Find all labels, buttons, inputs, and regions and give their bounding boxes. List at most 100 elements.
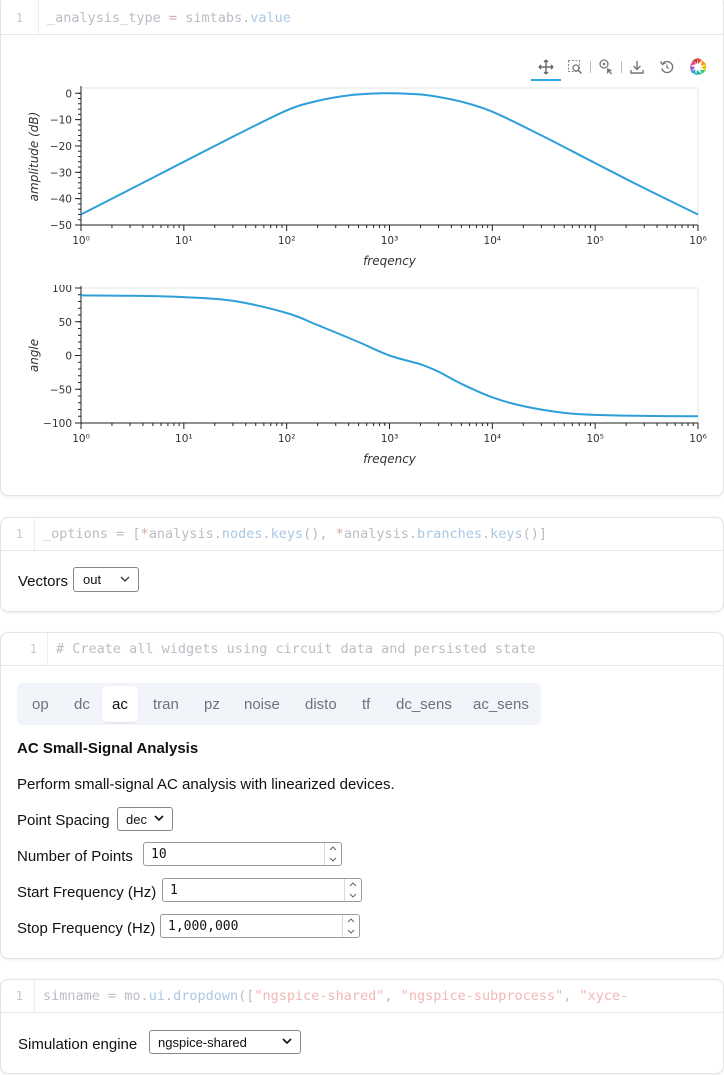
x-tick-label: 10² (278, 235, 296, 247)
code-comment: # Create all widgets using circuit data … (56, 641, 536, 657)
tab-dc[interactable]: dc (74, 695, 90, 713)
vectors-label: Vectors (18, 573, 69, 590)
plot-cell: 1 _analysis_type = simtabs.value (0, 0, 724, 496)
box-zoom-button[interactable] (562, 56, 588, 78)
y-tick-label: −30 (50, 167, 72, 179)
amplitude-chart[interactable]: 10⁰ 10¹ 10² 10³ 10⁴ 10⁵ 10⁶ 0 −10 −20 −30 −40 −50 fre… (1, 85, 724, 285)
y-tick-label: 0 (65, 351, 72, 363)
pan-tool-button[interactable] (533, 56, 559, 78)
point-spacing-label: Point Spacing (17, 812, 110, 829)
simulation-engine-select[interactable]: ngspice-shared (149, 1030, 301, 1054)
start-frequency-stepper[interactable] (344, 879, 361, 901)
x-axis-label: freqency (363, 254, 417, 268)
y-tick-label: −50 (50, 384, 72, 396)
tab-pz[interactable]: pz (204, 695, 220, 713)
line-number: 1 (29, 642, 37, 656)
x-tick-label: 10³ (381, 433, 399, 445)
code-text: _analysis_type = simtabs.value (47, 10, 291, 26)
x-tick-label: 10⁴ (484, 433, 502, 445)
chevron-up-icon[interactable] (343, 915, 359, 926)
y-tick-label: −20 (50, 141, 72, 153)
num-points-stepper[interactable] (324, 843, 341, 865)
code-editor[interactable]: 1 simname = mo.ui.dropdown(["ngspice-sha… (1, 980, 723, 1013)
active-tool-indicator (531, 79, 561, 81)
line-number: 1 (15, 527, 23, 541)
chevron-up-icon[interactable] (345, 879, 361, 890)
stop-frequency-stepper[interactable] (342, 915, 359, 937)
chevron-down-icon[interactable] (325, 854, 341, 865)
simulation-engine-label: Simulation engine (18, 1036, 138, 1053)
angle-chart[interactable]: 10⁰ 10¹ 10² 10³ 10⁴ 10⁵ 10⁶ 100 50 0 −50 −100 freqen… (1, 285, 724, 480)
x-tick-label: 10³ (381, 235, 399, 247)
x-tick-label: 10⁵ (586, 433, 604, 445)
x-axis-label: freqency (363, 452, 417, 466)
chevron-down-icon (282, 1038, 292, 1045)
chevron-down-icon[interactable] (345, 890, 361, 901)
analysis-cell: 1 # Create all widgets using circuit dat… (0, 632, 724, 959)
y-axis-label: angle (27, 339, 41, 372)
tab-ac-sens[interactable]: ac_sens (473, 695, 529, 713)
code-editor[interactable]: 1 # Create all widgets using circuit dat… (1, 633, 723, 666)
bokeh-logo-icon (689, 58, 707, 76)
tab-noise[interactable]: noise (244, 695, 280, 713)
tab-dc-sens[interactable]: dc_sens (396, 695, 452, 713)
y-tick-label: −100 (43, 418, 72, 430)
y-axis-label: amplitude (dB) (27, 112, 41, 202)
analysis-heading: AC Small-Signal Analysis (17, 740, 199, 757)
chevron-down-icon (154, 815, 164, 822)
analysis-tabs: op dc ac tran pz noise disto tf dc_sens … (17, 683, 541, 725)
y-tick-label: 100 (52, 285, 72, 295)
start-frequency-input[interactable]: 1 (162, 878, 362, 902)
y-tick-label: 50 (59, 317, 72, 329)
code-editor[interactable]: 1 _analysis_type = simtabs.value (1, 0, 723, 35)
bokeh-logo[interactable] (685, 56, 711, 78)
save-icon (630, 61, 644, 74)
hover-tool-button[interactable] (593, 56, 619, 78)
reset-button[interactable] (654, 56, 680, 78)
x-tick-label: 10⁰ (72, 433, 90, 445)
x-tick-label: 10⁶ (689, 433, 707, 445)
pan-tool-icon (538, 59, 554, 75)
series-line (80, 92, 699, 216)
tab-ac[interactable]: ac (102, 686, 138, 722)
save-button[interactable] (624, 56, 650, 78)
point-spacing-select[interactable]: dec (117, 807, 173, 831)
hover-tool-icon (599, 59, 613, 75)
tab-op[interactable]: op (32, 695, 49, 713)
chevron-down-icon[interactable] (343, 926, 359, 937)
stop-frequency-label: Stop Frequency (Hz) (17, 920, 156, 937)
x-tick-label: 10⁶ (689, 235, 707, 247)
reset-icon (659, 60, 674, 74)
tab-tf[interactable]: tf (362, 695, 371, 713)
code-text: simname = mo.ui.dropdown(["ngspice-share… (43, 988, 629, 1004)
x-tick-label: 10⁵ (586, 235, 604, 247)
box-zoom-icon (568, 60, 583, 75)
x-tick-label: 10⁴ (484, 235, 502, 247)
stop-frequency-input[interactable]: 1,000,000 (160, 914, 360, 938)
x-tick-label: 10¹ (175, 433, 193, 445)
engine-cell: 1 simname = mo.ui.dropdown(["ngspice-sha… (0, 979, 724, 1074)
vectors-cell: 1 _options = [*analysis.nodes.keys(), *a… (0, 517, 724, 612)
y-tick-label: −50 (50, 220, 72, 232)
x-tick-label: 10² (278, 433, 296, 445)
vectors-select[interactable]: out (73, 567, 139, 592)
y-tick-label: −10 (50, 115, 72, 127)
line-number: 1 (15, 989, 23, 1003)
line-number: 1 (15, 11, 23, 25)
plot-frame (80, 87, 699, 226)
series-line (80, 294, 699, 418)
start-frequency-label: Start Frequency (Hz) (17, 884, 157, 901)
code-editor[interactable]: 1 _options = [*analysis.nodes.keys(), *a… (1, 518, 723, 551)
num-points-input[interactable]: 10 (143, 842, 342, 866)
x-tick-label: 10¹ (175, 235, 193, 247)
tab-tran[interactable]: tran (153, 695, 179, 713)
x-tick-label: 10⁰ (72, 235, 90, 247)
chevron-down-icon (120, 576, 130, 582)
y-tick-label: −40 (50, 194, 72, 206)
code-text: _options = [*analysis.nodes.keys(), *ana… (43, 526, 548, 542)
analysis-description: Perform small-signal AC analysis with li… (17, 776, 395, 793)
tab-disto[interactable]: disto (305, 695, 337, 713)
y-tick-label: 0 (65, 88, 72, 100)
num-points-label: Number of Points (17, 848, 133, 865)
chevron-up-icon[interactable] (325, 843, 341, 854)
